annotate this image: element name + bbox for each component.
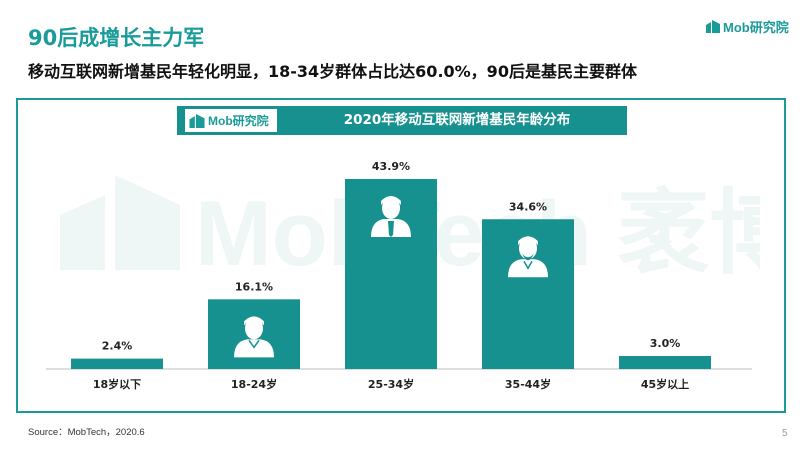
page-subtitle: 移动互联网新增基民年轻化明显，18-34岁群体占比达60.0%，90后是基民主要… [28,62,637,81]
page-number: 5 [782,428,788,439]
page-title: 90后成增长主力军 [28,26,205,50]
data-label: 34.6% [509,200,547,213]
brand-logo-text: Mob研究院 [723,20,789,35]
x-tick-label: 18-24岁 [231,377,277,391]
source-note: Source：MobTech，2020.6 [28,427,145,438]
building-logo-icon [189,113,205,128]
building-logo-icon [706,20,720,33]
x-tick-label: 18岁以下 [93,377,141,391]
data-label: 3.0% [650,337,681,350]
bar [71,358,163,369]
data-label: 2.4% [102,340,133,353]
bar [619,356,711,369]
x-tick-label: 45岁以上 [641,377,689,391]
data-label: 43.9% [372,160,410,173]
business-person-icon [371,196,411,237]
brand-logo: Mob研究院 [706,17,789,36]
data-label: 16.1% [235,280,273,293]
elder-person-icon [508,236,548,278]
young-person-icon [234,316,274,358]
chart-panel [16,98,786,413]
chart-header-logo-text: Mob研究院 [208,114,269,128]
x-tick-label: 25-34岁 [368,377,414,391]
chart-title: 2020年移动互联网新增基民年龄分布 [343,112,571,128]
x-tick-label: 35-44岁 [505,377,551,391]
chart-header-bar: Mob研究院 2020年移动互联网新增基民年龄分布 [177,106,627,135]
chart-header-logo: Mob研究院 [185,109,277,132]
